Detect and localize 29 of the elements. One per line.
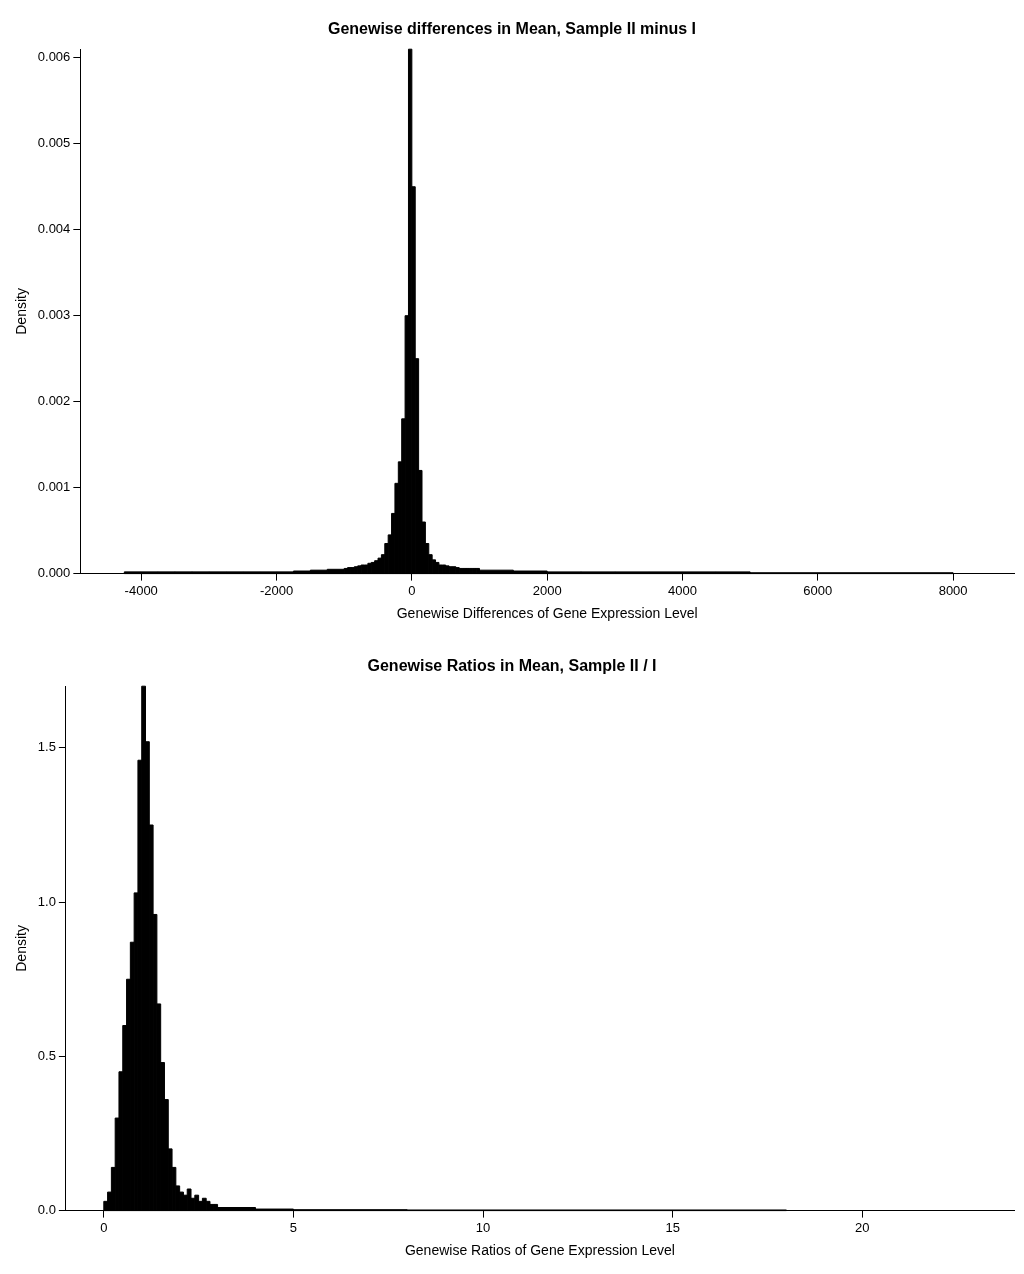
chart-title: Genewise differences in Mean, Sample II minus I	[327, 20, 697, 38]
y-tick-label: 1.5	[37, 739, 56, 755]
y-tick-label: 0.001	[37, 479, 71, 495]
x-tick-label: 10	[475, 1219, 491, 1235]
y-tick-label: 0.0	[37, 1202, 56, 1218]
x-tick-label: 8000	[938, 582, 968, 598]
x-tick-label: 0	[100, 1219, 108, 1235]
x-tick-label: 4000	[668, 582, 697, 598]
x-tick-label: 0	[408, 582, 416, 598]
x-tick-label: 5	[289, 1219, 298, 1235]
y-tick-label: 0.005	[37, 135, 71, 151]
x-tick-label: 6000	[803, 582, 833, 598]
y-axis-title: Density	[13, 288, 30, 335]
y-tick-label: 0.002	[37, 393, 71, 409]
y-tick-label: 0.003	[37, 307, 71, 323]
x-tick-label: 15	[665, 1219, 680, 1235]
y-tick-label: 0.000	[37, 565, 71, 581]
y-axis-title: Density	[13, 925, 30, 972]
x-tick-label: 20	[855, 1219, 870, 1235]
y-tick-label: 0.5	[37, 1047, 56, 1063]
x-tick-label: -2000	[259, 582, 294, 598]
y-tick-label: 0.006	[37, 49, 71, 65]
x-axis-title: Genewise Differences of Gene Expression Level	[396, 605, 698, 622]
y-tick-label: 0.004	[37, 221, 71, 237]
chart-title: Genewise Ratios in Mean, Sample II / I	[367, 657, 657, 675]
y-tick-label: 1.0	[37, 893, 56, 909]
x-axis-title: Genewise Ratios of Gene Expression Level	[404, 1242, 675, 1259]
x-tick-label: 2000	[532, 582, 562, 598]
x-tick-label: -4000	[124, 582, 158, 598]
